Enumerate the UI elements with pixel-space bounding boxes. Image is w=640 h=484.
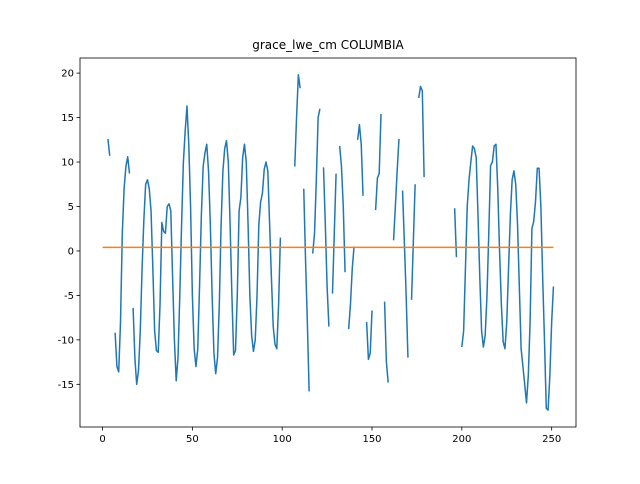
y-tick-label: -5	[64, 291, 74, 302]
y-tick-label: 10	[61, 158, 74, 169]
chart-title: grace_lwe_cm COLUMBIA	[252, 38, 404, 52]
y-tick-label: 15	[61, 113, 74, 124]
data-line	[107, 74, 555, 411]
x-tick-label: 150	[362, 434, 381, 445]
y-tick-label: -15	[58, 380, 74, 391]
x-tick-label: 100	[273, 434, 292, 445]
y-tick-label: 20	[61, 69, 74, 80]
y-tick-label: 0	[68, 246, 74, 257]
x-tick-label: 0	[99, 434, 105, 445]
y-tick-label: 5	[68, 202, 74, 213]
x-tick-label: 50	[186, 434, 199, 445]
x-tick-label: 200	[452, 434, 471, 445]
y-tick-label: -10	[58, 335, 74, 346]
x-tick-label: 250	[542, 434, 561, 445]
plot-frame	[79, 57, 577, 428]
